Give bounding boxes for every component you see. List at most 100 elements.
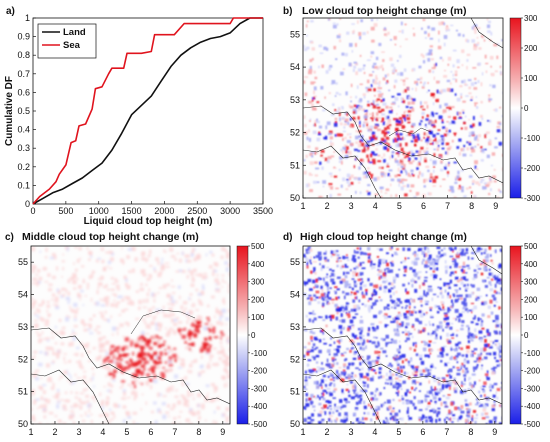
colorbar-tick-label: 500 (251, 242, 265, 251)
colorbar-tick-label: 300 (251, 278, 265, 287)
colorbar-tick-label: -300 (524, 194, 541, 203)
panel-a-legend-entry: Sea (63, 40, 81, 51)
map-x-tick-label: 4 (372, 427, 377, 437)
panel-c-middle-cloud-map: c) Middle cloud top height change (m) 1 2… (5, 231, 268, 437)
panel-d-high-cloud-map: d) High cloud top height change (m) 1 2 3 4… (283, 231, 541, 437)
panel-a-x-tick-label: 1500 (122, 206, 142, 216)
colorbar-tick-label: 200 (251, 295, 265, 304)
panel-a-x-tick-label: 1000 (89, 206, 109, 216)
colorbar-tick-label: 0 (524, 104, 529, 113)
map-x-tick-label: 8 (469, 201, 474, 211)
panel-a-y-tick-label: 0.5 (17, 106, 30, 116)
panel-a-y-tick-label: 0.2 (17, 162, 30, 172)
panel-b-ticks: 1 2 3 4 5 6 7 8 9 50 51 52 53 54 55 (290, 29, 498, 211)
map-y-tick-label: 52 (290, 354, 300, 364)
panel-a-legend-box (37, 23, 97, 59)
colorbar-tick-label: 400 (251, 260, 265, 269)
map-y-tick-label: 52 (290, 128, 300, 138)
colorbar-tick-label: -300 (524, 384, 541, 393)
map-x-tick-label: 5 (397, 201, 402, 211)
panel-a-y-tick-label: 0.8 (17, 50, 30, 60)
panel-b-map (303, 18, 503, 198)
colorbar-tick-label: 300 (524, 14, 538, 23)
map-x-tick-label: 2 (325, 201, 330, 211)
panel-a-cdf-chart: a) 0 500 1000 1500 2000 2500 3000 3500 0 0.1 0.2 0.… (4, 6, 273, 227)
panel-a-y-tick-label: 0.4 (17, 125, 30, 135)
panel-a-label: a) (6, 6, 15, 17)
panel-b-colorbar-ticks: 300 200 100 0 -100 -200 -300 (521, 14, 541, 203)
map-y-tick-label: 50 (290, 419, 300, 429)
panel-c-colorbar-ticks: 500 400 300 200 100 0 -100 -200 -300 -400 -500 (248, 242, 268, 429)
map-x-tick-label: 8 (196, 427, 201, 437)
map-x-tick-label: 3 (76, 427, 81, 437)
colorbar-tick-label: -500 (524, 420, 541, 429)
map-x-tick-label: 8 (468, 427, 473, 437)
panel-a-ticks: 0 500 1000 1500 2000 2500 3000 3500 0 0.1 0.2 0.3 0.… (17, 13, 273, 216)
panel-c-colorbar (236, 245, 249, 425)
map-y-tick-label: 51 (18, 387, 28, 397)
colorbar-tick-label: 100 (524, 74, 538, 83)
panel-b-title: Low cloud top height change (m) (302, 5, 467, 17)
map-x-tick-label: 9 (220, 427, 225, 437)
map-x-tick-label: 7 (444, 427, 449, 437)
colorbar-tick-label: 500 (524, 242, 538, 251)
panel-a-x-tick-label: 3500 (253, 206, 273, 216)
map-x-tick-label: 4 (100, 427, 105, 437)
colorbar-tick-label: 400 (524, 260, 538, 269)
panel-a-y-axis-label: Cumulative DF (4, 76, 15, 146)
panel-b-low-cloud-map: b) Low cloud top height change (m) 1 2 3 4 5… (283, 5, 541, 211)
panel-c-label: c) (5, 232, 14, 243)
map-x-tick-label: 3 (349, 201, 354, 211)
map-x-tick-label: 1 (300, 427, 305, 437)
map-x-tick-label: 9 (493, 201, 498, 211)
colorbar-tick-label: -200 (524, 164, 541, 173)
map-y-tick-label: 51 (290, 387, 300, 397)
panel-a-y-tick-label: 0 (25, 199, 30, 209)
colorbar-tick-label: -500 (251, 420, 268, 429)
map-x-tick-label: 7 (172, 427, 177, 437)
colorbar-tick-label: -300 (251, 384, 268, 393)
map-x-tick-label: 1 (28, 427, 33, 437)
map-x-tick-label: 3 (348, 427, 353, 437)
map-x-tick-label: 6 (420, 427, 425, 437)
map-x-tick-label: 4 (373, 201, 378, 211)
map-y-tick-label: 53 (18, 322, 28, 332)
panel-d-title: High cloud top height change (m) (300, 231, 467, 243)
panel-a-x-tick-label: 3000 (220, 206, 240, 216)
panel-c-title: Middle cloud top height change (m) (22, 231, 199, 243)
map-y-tick-label: 50 (290, 193, 300, 203)
colorbar-tick-label: 100 (524, 313, 538, 322)
panel-a-series-line-land (32, 17, 263, 205)
colorbar-tick-label: -400 (524, 402, 541, 411)
map-x-tick-label: 5 (396, 427, 401, 437)
panel-a-x-axis-label: Liquid cloud top height (m) (84, 216, 213, 227)
map-y-tick-label: 52 (18, 354, 28, 364)
colorbar-tick-label: 0 (524, 331, 529, 340)
colorbar-tick-label: 200 (524, 44, 538, 53)
colorbar-tick-label: 0 (251, 331, 256, 340)
panel-a-legend: Land Sea (37, 23, 97, 59)
map-x-tick-label: 6 (148, 427, 153, 437)
panel-b-label: b) (283, 6, 292, 17)
map-x-tick-label: 9 (492, 427, 497, 437)
map-y-tick-label: 54 (18, 290, 28, 300)
panel-b-colorbar (509, 17, 522, 199)
panel-a-x-tick-label: 2500 (187, 206, 207, 216)
panel-a-legend-entry: Land (63, 27, 86, 38)
panel-c-map (31, 246, 230, 424)
map-x-tick-label: 5 (124, 427, 129, 437)
panel-a-y-tick-label: 0.9 (17, 32, 30, 42)
panel-a-y-tick-label: 0.1 (17, 180, 30, 190)
map-y-tick-label: 53 (290, 95, 300, 105)
map-y-tick-label: 53 (290, 322, 300, 332)
panel-a-x-tick-label: 2000 (154, 206, 174, 216)
map-y-tick-label: 51 (290, 160, 300, 170)
map-y-tick-label: 54 (290, 62, 300, 72)
map-y-tick-label: 55 (290, 29, 300, 39)
panel-a-series (32, 17, 263, 205)
colorbar-tick-label: -100 (251, 349, 268, 358)
map-y-tick-label: 55 (18, 257, 28, 267)
panel-d-ticks: 1 2 3 4 5 6 7 8 9 50 51 52 53 54 55 (290, 257, 497, 437)
colorbar-tick-label: 100 (251, 313, 265, 322)
colorbar-tick-label: -400 (251, 402, 268, 411)
